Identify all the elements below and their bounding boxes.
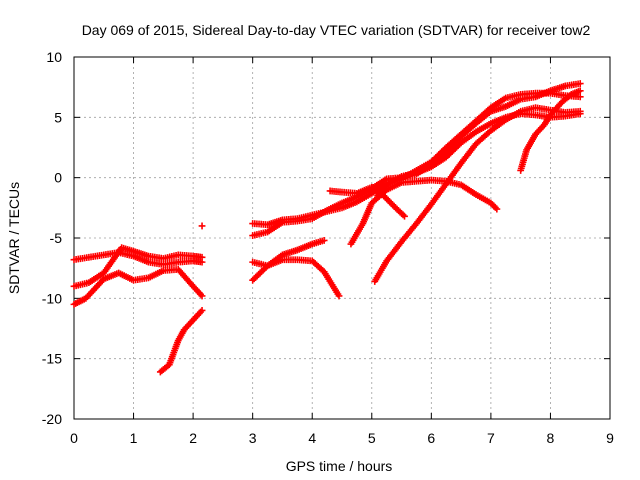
series-arc-5	[198, 222, 206, 230]
series-arc-2	[70, 244, 206, 290]
series-arc-13	[374, 110, 584, 200]
data-point	[576, 110, 584, 118]
y-tick-label: 5	[54, 109, 62, 125]
y-tick-label: -20	[42, 411, 62, 427]
data-point	[335, 292, 343, 300]
data-point	[493, 205, 501, 213]
x-tick-label: 1	[130, 430, 138, 446]
series-arc-9	[249, 256, 343, 300]
x-tick-label: 8	[547, 430, 555, 446]
data-point	[576, 93, 584, 101]
axis-ticks: 0 1 2 3 4 5 6 7 8 9 -20 -15 -10 -5 0 5 10	[42, 49, 614, 446]
y-tick-label: -5	[50, 230, 63, 246]
chart-title: Day 069 of 2015, Sidereal Day-to-day VTE…	[82, 22, 591, 38]
x-tick-label: 2	[189, 430, 197, 446]
x-tick-label: 5	[368, 430, 376, 446]
x-tick-label: 6	[427, 430, 435, 446]
x-tick-label: 7	[487, 430, 495, 446]
x-tick-label: 3	[249, 430, 257, 446]
data-point	[320, 237, 328, 244]
y-tick-label: 10	[46, 49, 62, 65]
y-tick-label: 0	[54, 170, 62, 186]
y-axis-label: SDTVAR / TECUs	[6, 182, 22, 294]
data-point	[576, 80, 584, 87]
data-point	[401, 212, 408, 220]
y-tick-label: -15	[42, 351, 62, 367]
y-tick-label: -10	[42, 290, 62, 306]
series-arc-14	[517, 87, 584, 174]
x-tick-label: 0	[70, 430, 78, 446]
x-tick-label: 9	[606, 430, 614, 446]
data-point	[198, 307, 206, 314]
x-tick-label: 4	[308, 430, 316, 446]
data-point	[198, 222, 206, 230]
series-arc-3	[70, 265, 206, 308]
data-points	[70, 80, 584, 376]
data-point	[576, 87, 584, 95]
data-point	[198, 253, 206, 261]
series-arc-4	[156, 307, 206, 376]
data-point	[198, 292, 206, 300]
x-axis-label: GPS time / hours	[286, 458, 393, 474]
